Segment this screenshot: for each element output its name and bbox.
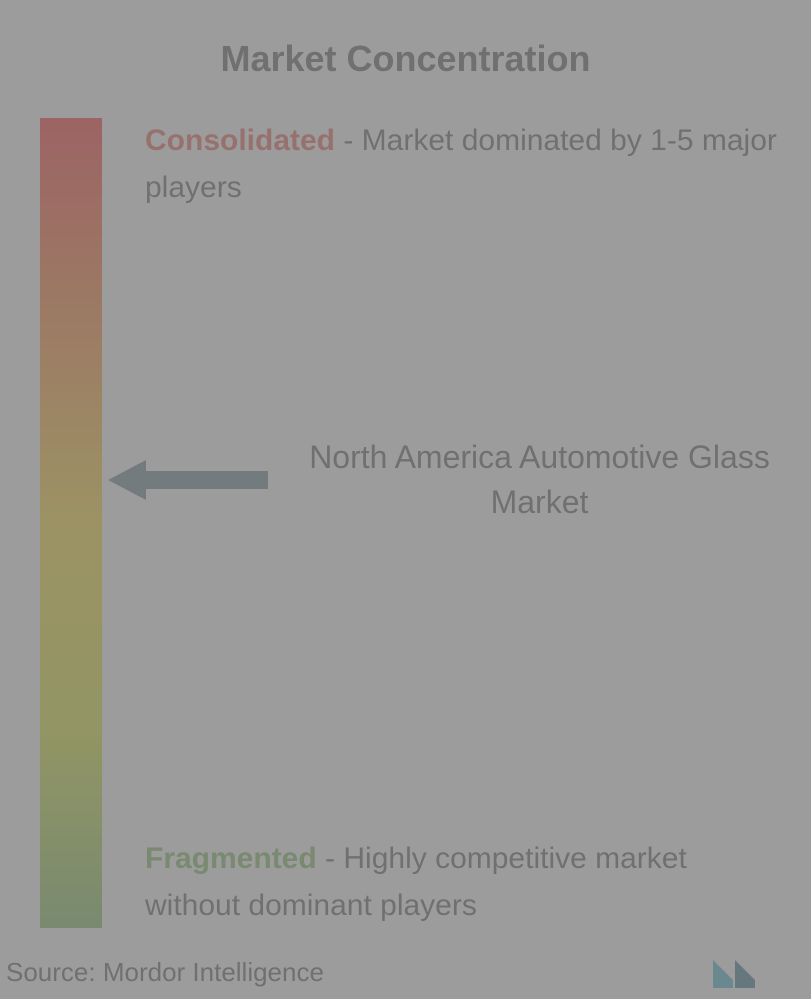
arrow-left-icon	[108, 457, 268, 503]
fragmented-keyword: Fragmented	[145, 842, 317, 875]
content-area: Market Concentration Consolidated - Mark…	[0, 0, 811, 945]
market-name: North America Automotive Glass Market	[298, 435, 781, 525]
fragmented-label: Fragmented - Highly competitive market w…	[145, 836, 781, 929]
mordor-logo-icon	[707, 952, 787, 992]
concentration-gradient-bar	[40, 118, 102, 928]
market-pointer-row: North America Automotive Glass Market	[108, 435, 781, 525]
footer: Source: Mordor Intelligence	[0, 945, 811, 999]
source-text: Source: Mordor Intelligence	[6, 957, 324, 988]
consolidated-keyword: Consolidated	[145, 124, 335, 157]
chart-title: Market Concentration	[0, 38, 811, 80]
consolidated-label: Consolidated - Market dominated by 1-5 m…	[145, 118, 781, 211]
